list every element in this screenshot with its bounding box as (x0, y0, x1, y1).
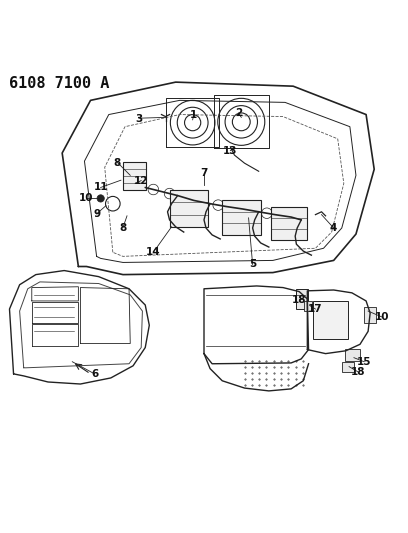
FancyBboxPatch shape (123, 162, 146, 190)
Text: 10: 10 (79, 193, 94, 204)
Text: 17: 17 (308, 304, 323, 314)
FancyBboxPatch shape (364, 307, 376, 323)
Text: 1: 1 (190, 110, 197, 119)
FancyBboxPatch shape (342, 362, 354, 372)
Text: 9: 9 (93, 209, 100, 219)
Text: 15: 15 (357, 357, 371, 367)
Text: 2: 2 (235, 108, 242, 118)
Text: 18: 18 (351, 367, 365, 377)
Text: 13: 13 (223, 146, 237, 156)
Text: 11: 11 (93, 182, 108, 192)
Text: 8: 8 (113, 158, 120, 168)
Text: 4: 4 (330, 223, 337, 233)
Text: 5: 5 (249, 260, 256, 270)
FancyBboxPatch shape (170, 190, 208, 227)
Text: 14: 14 (146, 247, 161, 257)
FancyBboxPatch shape (345, 349, 360, 360)
Text: 8: 8 (119, 223, 126, 233)
Text: 6: 6 (91, 369, 98, 379)
Text: 3: 3 (135, 114, 143, 124)
FancyBboxPatch shape (313, 301, 348, 340)
FancyBboxPatch shape (296, 289, 308, 309)
Text: 7: 7 (200, 168, 208, 179)
Text: 18: 18 (292, 295, 306, 305)
Text: 12: 12 (134, 176, 149, 187)
FancyBboxPatch shape (222, 200, 261, 235)
Circle shape (97, 195, 104, 202)
Text: 6108 7100 A: 6108 7100 A (9, 76, 110, 91)
FancyBboxPatch shape (304, 301, 312, 311)
Text: 10: 10 (375, 312, 390, 322)
FancyBboxPatch shape (271, 207, 307, 240)
